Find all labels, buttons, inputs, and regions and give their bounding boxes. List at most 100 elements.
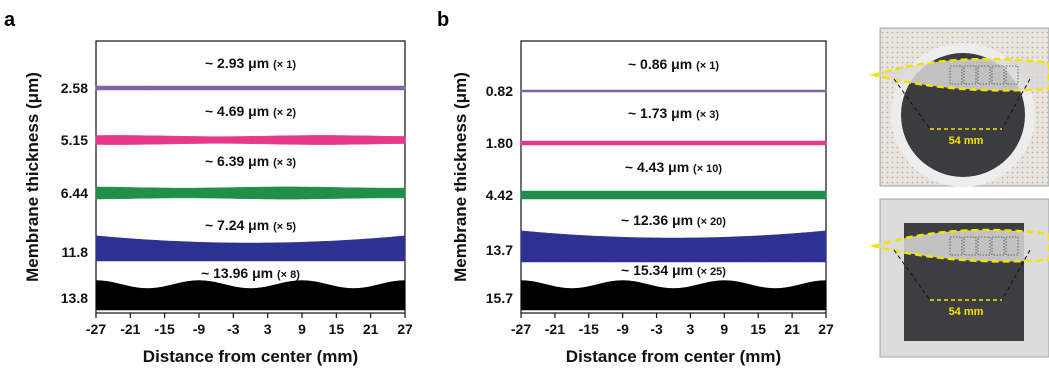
series-annotation: ~ 12.36 μm (× 20) [621, 212, 726, 228]
blade-cell [1005, 236, 1019, 256]
series-annotation: ~ 6.39 μm (× 3) [205, 153, 296, 169]
blade-cell [977, 65, 991, 85]
thickness-band [95, 280, 406, 311]
y-tick-label: 15.7 [486, 290, 513, 306]
annotation-multiplier: (× 5) [273, 221, 296, 233]
annotation-multiplier: (× 25) [697, 266, 726, 278]
thickness-band [95, 235, 406, 262]
x-tick-label: 9 [720, 321, 728, 337]
x-axis-title: Distance from center (mm) [566, 347, 781, 366]
y-tick-label: 13.7 [486, 242, 513, 258]
panel-label: a [4, 9, 16, 31]
series-annotation: ~ 15.34 μm (× 25) [621, 262, 726, 278]
x-tick-label: -9 [616, 321, 629, 337]
blade-cell [949, 236, 963, 256]
thickness-band [520, 89, 827, 93]
x-tick-label: -27 [86, 321, 106, 337]
series-annotation: ~ 7.24 μm (× 5) [205, 217, 296, 233]
x-tick-label: 3 [687, 321, 695, 337]
x-axis-title: Distance from center (mm) [143, 347, 358, 366]
x-tick-label: 27 [818, 321, 834, 337]
x-tick-label: -3 [650, 321, 663, 337]
thickness-band [520, 140, 827, 146]
annotation-multiplier: (× 10) [693, 163, 722, 175]
plot-frame [520, 40, 827, 314]
chart-panel-b: b -27 -21 -15 -9 -3 3 9 15 21 27 Distance from cent… [437, 9, 834, 366]
series-annotation: ~ 4.69 μm (× 2) [205, 103, 296, 119]
annotation-value: ~ 2.93 μm [205, 55, 273, 71]
thickness-band [520, 280, 827, 311]
annotation-value: ~ 7.24 μm [205, 217, 273, 233]
x-tick-label: -21 [120, 321, 140, 337]
y-tick-label: 6.44 [61, 185, 88, 201]
y-tick-label: 2.58 [61, 80, 88, 96]
y-tick-label: 4.42 [486, 187, 513, 203]
series-annotation: ~ 13.96 μm (× 8) [201, 265, 300, 281]
guide-line [893, 78, 931, 130]
photo-square: 54 mm [869, 198, 1049, 358]
x-tick-label: 15 [750, 321, 766, 337]
annotation-value: ~ 12.36 μm [621, 212, 697, 228]
series-annotation: ~ 2.93 μm (× 1) [205, 55, 296, 71]
blade-cell [991, 65, 1005, 85]
annotation-multiplier: (× 8) [277, 269, 300, 281]
thickness-band [520, 190, 827, 200]
guide-line [1001, 249, 1031, 301]
x-tick-label: -3 [227, 321, 240, 337]
photo-width-label: 54 mm [949, 135, 984, 147]
photo-width-label: 54 mm [949, 306, 984, 318]
annotation-multiplier: (× 1) [696, 60, 719, 72]
plot-frame [95, 40, 406, 314]
guide-line [893, 249, 931, 301]
series-annotation: ~ 1.73 μm (× 3) [628, 105, 719, 121]
x-tick-label: -15 [155, 321, 175, 337]
y-tick-label: 11.8 [62, 244, 89, 260]
y-tick-label: 1.80 [486, 135, 513, 151]
x-tick-label: 27 [397, 321, 413, 337]
annotation-value: ~ 15.34 μm [621, 262, 697, 278]
blade-cell [963, 65, 977, 85]
x-tick-label: -9 [193, 321, 206, 337]
annotation-value: ~ 6.39 μm [205, 153, 273, 169]
x-tick-label: 15 [329, 321, 345, 337]
annotation-value: ~ 4.43 μm [625, 159, 693, 175]
y-tick-label: 13.8 [61, 290, 88, 306]
annotation-multiplier: (× 1) [273, 59, 296, 71]
annotation-multiplier: (× 3) [696, 109, 719, 121]
annotation-value: ~ 0.86 μm [628, 56, 696, 72]
annotation-value: ~ 4.69 μm [205, 103, 273, 119]
y-tick-label: 5.15 [61, 132, 88, 148]
guide-line [1001, 78, 1031, 130]
x-tick-label: -15 [579, 321, 599, 337]
x-tick-label: 9 [298, 321, 306, 337]
blade-outline [869, 57, 1049, 92]
annotation-multiplier: (× 2) [273, 107, 296, 119]
series-annotation: ~ 4.43 μm (× 10) [625, 159, 722, 175]
x-tick-label: -27 [511, 321, 531, 337]
x-tick-label: 21 [363, 321, 379, 337]
thickness-band [95, 135, 406, 145]
panel-label: b [437, 9, 449, 31]
x-tick-label: 21 [784, 321, 800, 337]
blade-cell [977, 236, 991, 256]
thickness-band [95, 85, 406, 91]
y-axis-title: Membrane thickness (μm) [23, 72, 42, 282]
blade-cell [991, 236, 1005, 256]
blade-outline [869, 228, 1049, 263]
x-tick-label: 3 [264, 321, 272, 337]
annotation-multiplier: (× 20) [697, 216, 726, 228]
x-tick-label: -21 [545, 321, 565, 337]
y-axis-title: Membrane thickness (μm) [451, 72, 470, 282]
photo-circular: 54 mm [869, 27, 1049, 187]
annotation-value: ~ 13.96 μm [201, 265, 277, 281]
thickness-band [95, 186, 406, 200]
blade-cell [949, 65, 963, 85]
series-annotation: ~ 0.86 μm (× 1) [628, 56, 719, 72]
blade-cell [1005, 65, 1019, 85]
chart-panel-a: a -27 -21 -15 -9 -3 3 9 15 21 27 Distance from cent… [4, 9, 413, 366]
blade-cell [963, 236, 977, 256]
thickness-band [520, 230, 827, 263]
y-tick-label: 0.82 [486, 83, 513, 99]
annotation-multiplier: (× 3) [273, 157, 296, 169]
